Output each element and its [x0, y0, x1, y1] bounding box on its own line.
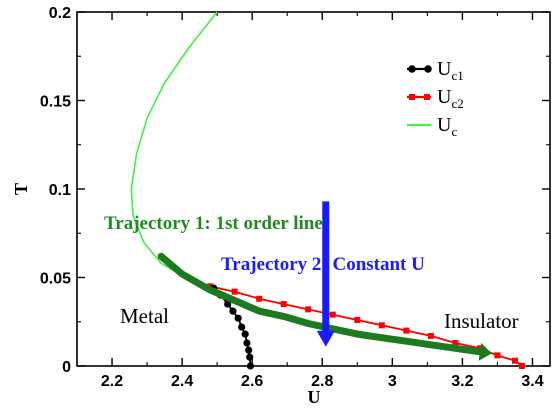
- series-point-u-c2: [452, 339, 459, 346]
- annotation-insulator: Insulator: [444, 309, 519, 333]
- x-tick-label: 3.4: [521, 373, 543, 390]
- y-tick-label: 0.05: [40, 271, 71, 288]
- legend-marker-u-c2: [409, 94, 415, 100]
- x-tick-label: 3: [388, 373, 397, 390]
- series-point-u-c1: [229, 307, 237, 315]
- y-tick-label: 0.2: [49, 5, 71, 22]
- series-point-u-c2: [280, 301, 287, 308]
- annotation-metal: Metal: [120, 304, 169, 328]
- axis-ticks: [76, 11, 550, 367]
- y-tick-label: 0.15: [40, 94, 71, 111]
- series-point-u-c2: [329, 311, 336, 318]
- series-point-u-c2: [231, 288, 238, 295]
- legend-label-subscript: c: [451, 124, 457, 139]
- y-axis-title: T: [11, 183, 31, 195]
- annotation-layer: Trajectory 1: 1st order line Trajectory 2…: [104, 213, 519, 333]
- legend-marker-u-c1: [424, 65, 432, 73]
- series-point-u-c2: [305, 306, 312, 313]
- series-point-u-c2: [354, 316, 361, 323]
- annotation-traj2: Trajectory 2: Constant U: [221, 254, 425, 275]
- series-point-u-c2: [494, 352, 501, 359]
- series-point-u-c2: [403, 327, 410, 334]
- x-tick-label: 2.8: [311, 373, 333, 390]
- x-tick-label: 2.2: [101, 373, 123, 390]
- series-point-u-c2: [378, 322, 385, 329]
- x-tick-label: 2.4: [171, 373, 193, 390]
- series-point-u-c2: [427, 332, 434, 339]
- series-point-u-c1: [245, 346, 253, 354]
- series-point-u-c2: [518, 363, 525, 369]
- series-point-u-c2: [511, 357, 518, 364]
- y-tick-label: 0.1: [49, 182, 71, 199]
- trajectory-2-arrowhead: [316, 330, 335, 347]
- tick-labels: 2.2 2.4 2.6 2.8 3 3.2 3.4 0 0.05 0.1 0.15 0.2: [40, 5, 544, 390]
- legend-label-u-c: Uc: [437, 114, 457, 139]
- legend-label-main: U: [437, 86, 452, 108]
- legend-label-subscript: c2: [451, 96, 463, 111]
- series-point-u-c1: [241, 330, 249, 338]
- series-point-u-c2: [256, 295, 263, 302]
- y-tick-label: 0: [62, 359, 71, 376]
- x-tick-label: 2.6: [241, 373, 263, 390]
- legend-label-main: U: [437, 114, 452, 136]
- legend-marker-u-c1: [408, 65, 416, 73]
- trajectory-layer: [157, 201, 492, 361]
- trajectory-1-arrow: [157, 252, 484, 356]
- series-point-u-c1: [238, 323, 246, 331]
- legend-label-u-c2: Uc2: [437, 86, 464, 111]
- series-point-u-c1: [234, 314, 242, 322]
- annotation-traj1: Trajectory 1: 1st order line: [104, 213, 323, 234]
- legend-label-main: U: [437, 58, 452, 80]
- series-point-u-c1: [246, 362, 255, 370]
- trajectory-1-arrowhead: [478, 342, 492, 361]
- legend-marker-u-c2: [424, 94, 430, 100]
- series-point-u-c1: [224, 300, 232, 308]
- legend-label-subscript: c1: [451, 68, 463, 83]
- x-tick-label: 3.2: [451, 373, 473, 390]
- legend-label-u-c1: Uc1: [437, 58, 464, 83]
- series-point-u-c1: [243, 339, 251, 347]
- series-point-u-c1: [246, 353, 254, 361]
- x-axis-title: U: [308, 387, 321, 407]
